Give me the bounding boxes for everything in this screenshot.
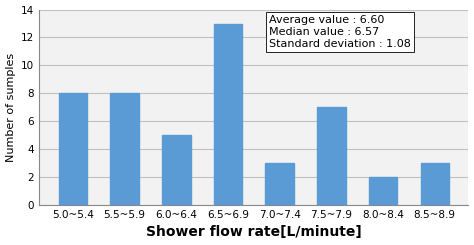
X-axis label: Shower flow rate[L/minute]: Shower flow rate[L/minute]	[146, 225, 362, 239]
Bar	[369, 177, 397, 205]
Bar	[59, 93, 87, 205]
Bar	[214, 24, 242, 205]
Y-axis label: Number of sumples: Number of sumples	[6, 53, 16, 162]
Text: Average value : 6.60
Median value : 6.57
Standard deviation : 1.08: Average value : 6.60 Median value : 6.57…	[269, 15, 411, 49]
Bar	[110, 93, 139, 205]
Bar	[420, 163, 449, 205]
Bar	[265, 163, 294, 205]
Bar	[162, 135, 191, 205]
Bar	[317, 107, 346, 205]
